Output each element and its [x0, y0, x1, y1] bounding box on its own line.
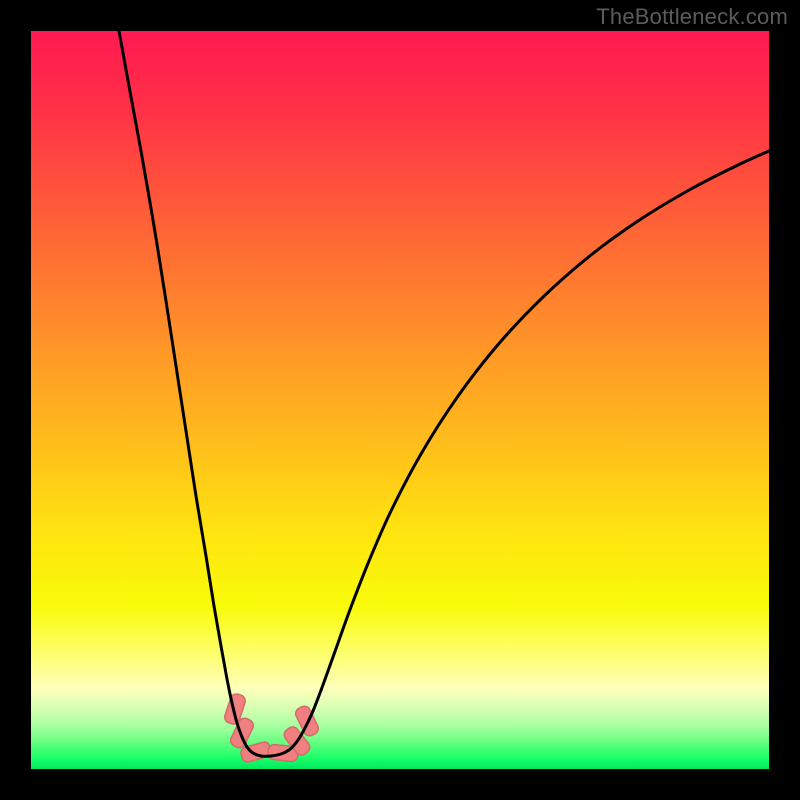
- bottleneck-curve: [31, 31, 769, 769]
- plot-area: [31, 31, 769, 769]
- chart-container: TheBottleneck.com: [0, 0, 800, 800]
- watermark-text: TheBottleneck.com: [596, 4, 788, 30]
- bottleneck-curve-path: [119, 31, 769, 756]
